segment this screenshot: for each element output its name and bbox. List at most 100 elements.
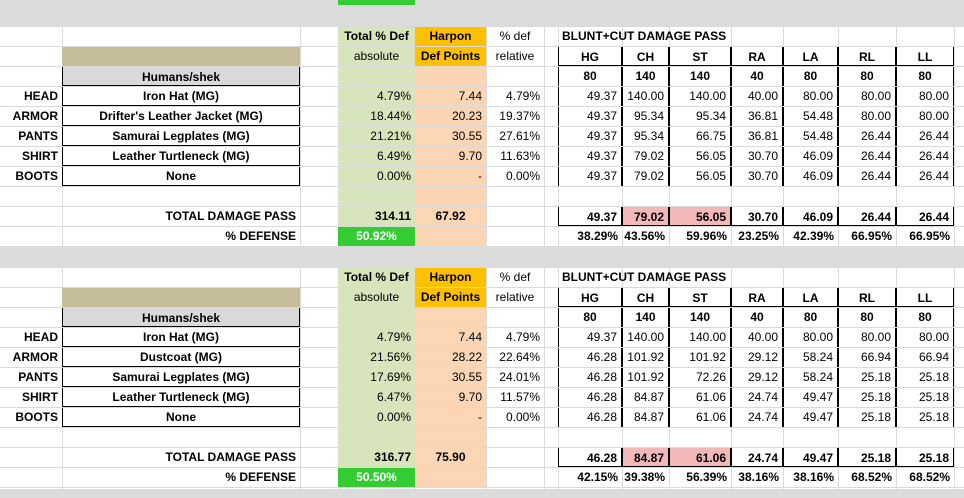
limb-defense-pct-6[interactable]: 68.52% (909, 470, 950, 484)
total-damage-pass-6[interactable]: 25.18 (896, 447, 954, 467)
total-damage-pass-1[interactable]: 79.02 (622, 206, 669, 226)
absolute-def-cell[interactable]: 18.44% (338, 106, 415, 126)
race-label[interactable]: Humans/shek (62, 307, 300, 327)
limb-header-ra[interactable]: RA (731, 287, 783, 307)
total-damage-pass-1[interactable]: 84.87 (622, 447, 669, 467)
total-damage-pass-2[interactable]: 56.05 (669, 206, 731, 226)
damage-pass-cell[interactable]: 80.00 (783, 327, 838, 347)
damage-pass-cell[interactable]: 46.28 (558, 407, 622, 427)
harpon-header[interactable]: Harpon (415, 26, 486, 46)
def-points-cell[interactable]: 28.22 (415, 347, 486, 367)
relative-def-cell[interactable]: 4.79% (505, 330, 540, 344)
absolute-header[interactable]: absolute (338, 287, 415, 307)
limb-defense-pct-2[interactable]: 59.96% (686, 229, 727, 243)
def-points-cell[interactable]: 7.44 (415, 327, 486, 347)
limb-defense-pct-1[interactable]: 39.38% (624, 470, 665, 484)
limb-defense-pct-0[interactable]: 42.15% (577, 470, 618, 484)
limb-hp-0[interactable]: 80 (558, 307, 622, 327)
slot-label[interactable]: SHIRT (22, 149, 58, 163)
damage-pass-cell[interactable]: 66.75 (669, 126, 731, 146)
damage-pass-cell[interactable]: 101.92 (669, 347, 731, 367)
absolute-def-cell[interactable]: 6.47% (338, 387, 415, 407)
damage-pass-cell[interactable]: 66.94 (896, 347, 954, 367)
pct-defense-value[interactable]: 50.92% (338, 226, 415, 246)
damage-pass-cell[interactable]: 25.18 (896, 407, 954, 427)
absolute-def-cell[interactable]: 6.49% (338, 146, 415, 166)
limb-header-la[interactable]: LA (783, 287, 838, 307)
relative-def-cell[interactable]: 22.64% (499, 350, 540, 364)
damage-pass-cell[interactable]: 29.12 (731, 347, 783, 367)
limb-header-hg[interactable]: HG (558, 287, 622, 307)
damage-pass-cell[interactable]: 58.24 (783, 347, 838, 367)
relative-def-cell[interactable]: 11.63% (500, 149, 540, 163)
equipment-item-cell[interactable]: Leather Turtleneck (MG) (62, 146, 300, 166)
damage-pass-cell[interactable]: 25.18 (838, 407, 896, 427)
damage-pass-cell[interactable]: 140.00 (669, 327, 731, 347)
equipment-item-cell[interactable]: Leather Turtleneck (MG) (62, 387, 300, 407)
damage-pass-cell[interactable]: 49.37 (558, 106, 622, 126)
damage-pass-cell[interactable]: 40.00 (731, 86, 783, 106)
limb-hp-0[interactable]: 80 (558, 66, 622, 86)
limb-defense-pct-5[interactable]: 68.52% (851, 470, 892, 484)
def-points-header[interactable]: Def Points (415, 287, 486, 307)
absolute-def-cell[interactable]: 17.69% (338, 367, 415, 387)
damage-pass-cell[interactable]: 56.05 (669, 166, 731, 186)
damage-pass-cell[interactable]: 80.00 (896, 86, 954, 106)
damage-pass-cell[interactable]: 49.37 (558, 146, 622, 166)
damage-pass-cell[interactable]: 26.44 (896, 146, 954, 166)
limb-header-hg[interactable]: HG (558, 46, 622, 66)
total-damage-pass-5[interactable]: 26.44 (838, 206, 896, 226)
damage-pass-title[interactable]: BLUNT+CUT DAMAGE PASS (562, 270, 727, 284)
damage-pass-cell[interactable]: 25.18 (896, 387, 954, 407)
total-damage-label[interactable]: TOTAL DAMAGE PASS (165, 209, 296, 223)
damage-pass-cell[interactable]: 25.18 (838, 367, 896, 387)
equipment-item-cell[interactable]: Dustcoat (MG) (62, 347, 300, 367)
total-def-header[interactable]: Total % Def (338, 267, 415, 287)
damage-pass-cell[interactable]: 79.02 (622, 166, 669, 186)
damage-pass-cell[interactable]: 24.74 (731, 407, 783, 427)
equipment-item-cell[interactable]: Samurai Legplates (MG) (62, 126, 300, 146)
limb-defense-pct-3[interactable]: 38.16% (738, 470, 779, 484)
def-points-cell[interactable]: - (415, 407, 486, 427)
def-points-cell[interactable]: 30.55 (415, 126, 486, 146)
slot-label[interactable]: ARMOR (12, 350, 58, 364)
damage-pass-cell[interactable]: 29.12 (731, 367, 783, 387)
damage-pass-cell[interactable]: 84.87 (622, 387, 669, 407)
absolute-def-cell[interactable]: 21.56% (338, 347, 415, 367)
limb-defense-pct-4[interactable]: 38.16% (793, 470, 834, 484)
slot-label[interactable]: BOOTS (15, 169, 58, 183)
damage-pass-cell[interactable]: 95.34 (622, 126, 669, 146)
limb-hp-1[interactable]: 140 (622, 66, 669, 86)
def-points-cell[interactable]: 9.70 (415, 387, 486, 407)
damage-pass-cell[interactable]: 101.92 (622, 367, 669, 387)
absolute-def-cell[interactable]: 4.79% (338, 327, 415, 347)
damage-pass-cell[interactable]: 36.81 (731, 126, 783, 146)
equipment-item-cell[interactable]: None (62, 407, 300, 427)
damage-pass-cell[interactable]: 49.37 (558, 86, 622, 106)
limb-header-rl[interactable]: RL (838, 287, 896, 307)
limb-header-ll[interactable]: LL (896, 46, 954, 66)
relative-def-cell[interactable]: 19.37% (499, 109, 540, 123)
total-pts-value[interactable]: 67.92 (415, 206, 486, 226)
limb-hp-6[interactable]: 80 (896, 66, 954, 86)
damage-pass-cell[interactable]: 30.70 (731, 146, 783, 166)
damage-pass-cell[interactable]: 26.44 (896, 166, 954, 186)
limb-defense-pct-0[interactable]: 38.29% (577, 229, 618, 243)
limb-defense-pct-2[interactable]: 56.39% (686, 470, 727, 484)
total-damage-pass-2[interactable]: 61.06 (669, 447, 731, 467)
harpon-header[interactable]: Harpon (415, 267, 486, 287)
total-def-header[interactable]: Total % Def (338, 26, 415, 46)
total-damage-pass-4[interactable]: 49.47 (783, 447, 838, 467)
slot-label[interactable]: PANTS (18, 129, 58, 143)
damage-pass-cell[interactable]: 61.06 (669, 387, 731, 407)
absolute-header[interactable]: absolute (338, 46, 415, 66)
damage-pass-cell[interactable]: 61.06 (669, 407, 731, 427)
damage-pass-cell[interactable]: 95.34 (669, 106, 731, 126)
def-points-cell[interactable]: - (415, 166, 486, 186)
limb-hp-1[interactable]: 140 (622, 307, 669, 327)
total-damage-pass-6[interactable]: 26.44 (896, 206, 954, 226)
damage-pass-cell[interactable]: 80.00 (896, 106, 954, 126)
damage-pass-cell[interactable]: 49.37 (558, 126, 622, 146)
limb-defense-pct-4[interactable]: 42.39% (793, 229, 834, 243)
damage-pass-cell[interactable]: 26.44 (838, 146, 896, 166)
